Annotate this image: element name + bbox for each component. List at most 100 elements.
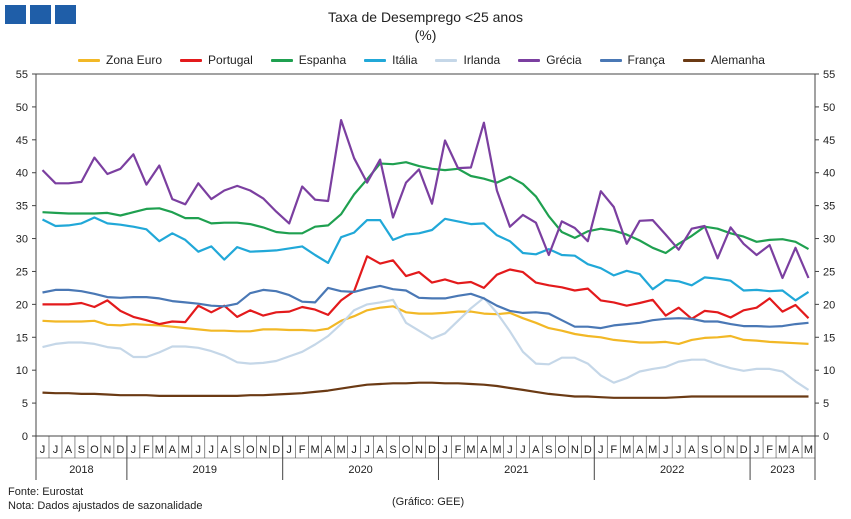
y-tick-label-left: 10	[16, 365, 28, 377]
year-label: 2019	[193, 464, 217, 476]
x-tick-label: J	[442, 444, 448, 456]
x-tick-label: N	[571, 444, 579, 456]
x-tick-label: M	[804, 444, 813, 456]
x-tick-label: A	[324, 444, 332, 456]
legend-item: Grécia	[518, 53, 582, 67]
x-tick-label: S	[234, 444, 241, 456]
source-note: Fonte: Eurostat	[8, 486, 84, 498]
series-line-zonaeuro	[42, 305, 809, 345]
y-tick-label-left: 40	[16, 168, 28, 180]
y-tick-label-right: 20	[823, 299, 835, 311]
legend-swatch	[682, 58, 705, 62]
x-tick-label: M	[311, 444, 320, 456]
x-tick-label: N	[727, 444, 735, 456]
x-tick-label: M	[466, 444, 475, 456]
x-tick-label: N	[259, 444, 267, 456]
x-tick-label: A	[688, 444, 696, 456]
x-tick-label: D	[272, 444, 280, 456]
x-tick-label: F	[143, 444, 150, 456]
y-tick-label-right: 40	[823, 168, 835, 180]
x-tick-label: A	[221, 444, 229, 456]
y-tick-label-left: 5	[22, 398, 28, 410]
chart-title: Taxa de Desemprego <25 anos	[328, 9, 523, 25]
chart-legend: Zona Euro Portugal Espanha Itália Irlanda Gré…	[78, 53, 783, 67]
chart-credit: (Gráfico: GEE)	[392, 496, 465, 508]
x-tick-label: J	[507, 444, 513, 456]
y-tick-label-left: 50	[16, 102, 28, 114]
x-tick-label: D	[428, 444, 436, 456]
y-tick-label-left: 15	[16, 332, 28, 344]
year-label: 2018	[69, 464, 93, 476]
y-tick-label-right: 5	[823, 398, 829, 410]
legend-label: Itália	[392, 53, 418, 67]
x-tick-label: N	[103, 444, 111, 456]
legend-label: Alemanha	[710, 53, 765, 67]
year-label: 2021	[504, 464, 528, 476]
legend-swatch	[78, 58, 100, 62]
y-tick-label-left: 20	[16, 299, 28, 311]
legend-item: Itália	[364, 53, 417, 67]
x-tick-label: J	[209, 444, 215, 456]
x-tick-label: J	[131, 444, 137, 456]
x-tick-label: M	[648, 444, 657, 456]
series-line-grcia	[41, 118, 810, 280]
legend-label: Grécia	[546, 53, 582, 67]
x-tick-label: A	[480, 444, 488, 456]
x-tick-label: M	[181, 444, 190, 456]
legend-item: Zona Euro	[78, 53, 162, 67]
x-tick-label: J	[196, 444, 202, 456]
x-tick-label: A	[636, 444, 644, 456]
y-tick-label-left: 0	[22, 431, 28, 443]
x-tick-label: J	[598, 444, 604, 456]
series-line-alemanha	[42, 381, 809, 399]
adjustment-note: Nota: Dados ajustados de sazonalidade	[8, 500, 203, 512]
x-tick-label: S	[545, 444, 552, 456]
logo-square	[5, 5, 26, 24]
year-label: 2023	[770, 464, 794, 476]
x-tick-label: O	[246, 444, 255, 456]
legend-item: França	[599, 53, 665, 67]
x-tick-label: S	[389, 444, 396, 456]
y-tick-label-right: 30	[823, 234, 835, 246]
logo-square	[55, 5, 76, 24]
x-tick-label: A	[792, 444, 800, 456]
x-tick-label: S	[701, 444, 708, 456]
legend-swatch	[518, 58, 541, 62]
x-tick-label: J	[351, 444, 357, 456]
x-tick-label: F	[299, 444, 306, 456]
y-tick-label-right: 55	[823, 69, 835, 81]
legend-label: Irlanda	[463, 53, 501, 67]
x-tick-label: F	[610, 444, 617, 456]
y-tick-label-left: 45	[16, 135, 28, 147]
x-tick-label: D	[116, 444, 124, 456]
legend-swatch	[435, 58, 458, 62]
x-tick-label: J	[364, 444, 370, 456]
x-tick-label: D	[740, 444, 748, 456]
x-tick-label: S	[78, 444, 85, 456]
y-tick-label-right: 0	[823, 431, 829, 443]
legend-label: Portugal	[208, 53, 253, 67]
chart-subtitle: (%)	[414, 27, 437, 43]
legend-item: Irlanda	[435, 53, 500, 67]
x-tick-label: O	[402, 444, 411, 456]
y-tick-label-right: 50	[823, 102, 835, 114]
x-tick-label: O	[90, 444, 99, 456]
y-tick-label-right: 25	[823, 266, 835, 278]
y-tick-label-left: 25	[16, 266, 28, 278]
x-tick-label: A	[65, 444, 73, 456]
y-tick-label-left: 35	[16, 201, 28, 213]
logo-square	[30, 5, 51, 24]
y-tick-label-right: 45	[823, 135, 835, 147]
y-tick-label-left: 55	[16, 69, 28, 81]
legend-swatch	[599, 58, 622, 62]
x-tick-label: M	[622, 444, 631, 456]
series-line-itlia	[42, 216, 810, 302]
x-tick-label: O	[713, 444, 722, 456]
x-tick-label: D	[584, 444, 592, 456]
x-tick-label: M	[337, 444, 346, 456]
series-line-irlanda	[42, 296, 810, 391]
x-tick-label: A	[376, 444, 384, 456]
x-tick-label: J	[40, 444, 46, 456]
legend-swatch	[180, 58, 203, 62]
